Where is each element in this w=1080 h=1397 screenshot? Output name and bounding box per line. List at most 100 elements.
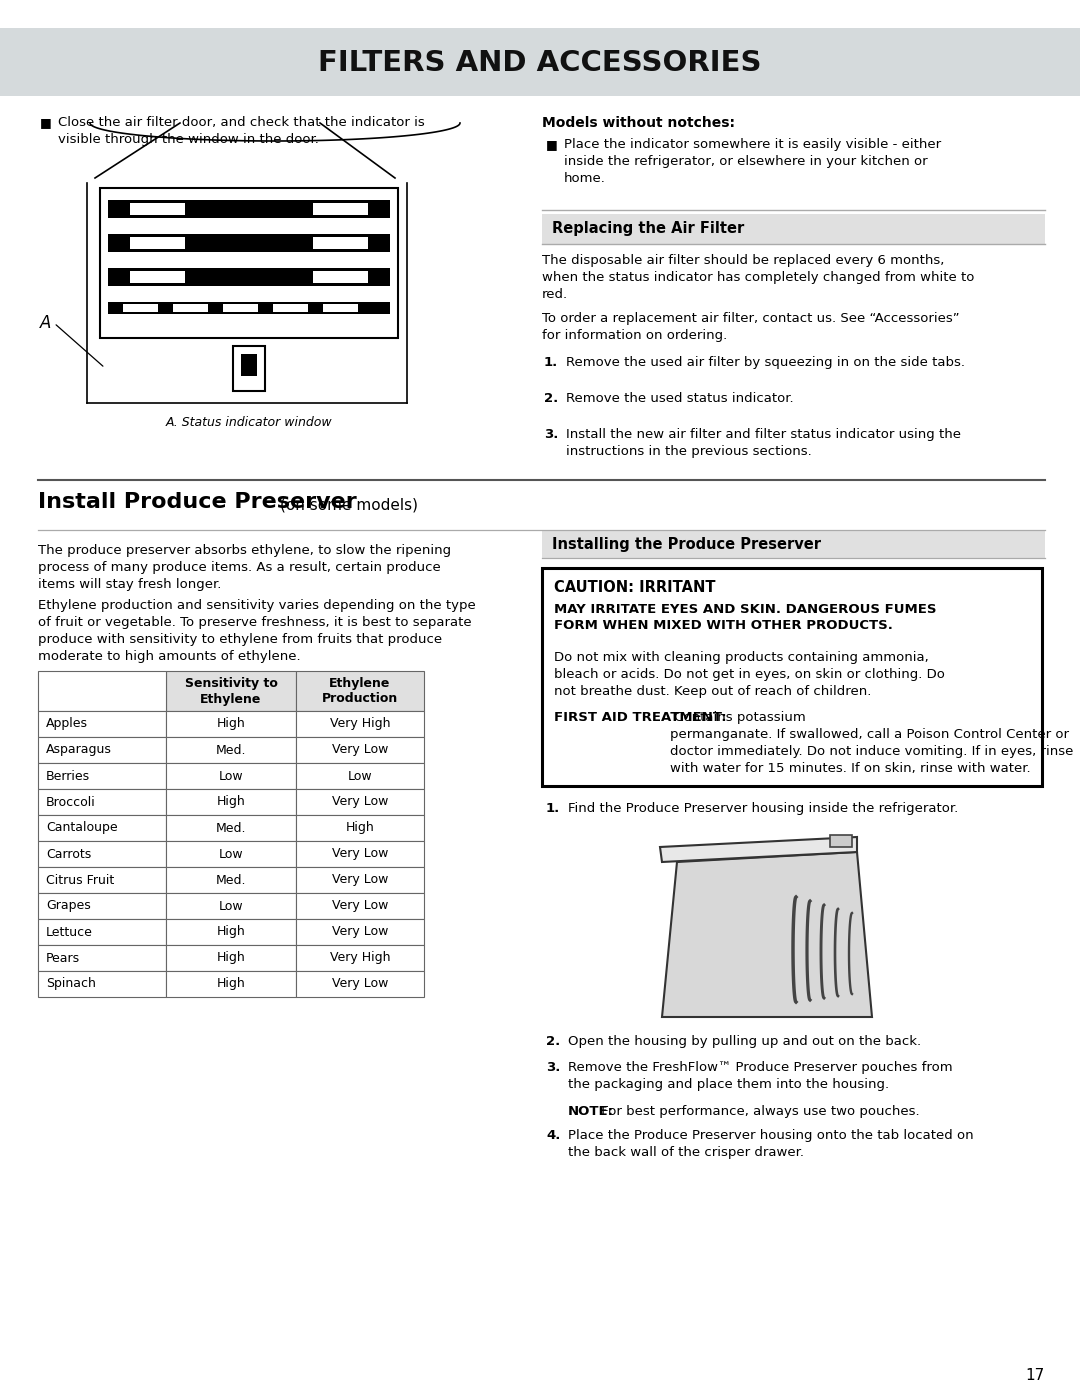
Text: Pears: Pears — [46, 951, 80, 964]
Bar — [296, 841, 424, 868]
Text: High: High — [217, 951, 245, 964]
Bar — [313, 271, 368, 284]
Text: A. Status indicator window: A. Status indicator window — [165, 416, 333, 429]
Text: Very Low: Very Low — [332, 795, 388, 809]
Bar — [38, 671, 166, 711]
Text: Close the air filter door, and check that the indicator is
visible through the w: Close the air filter door, and check tha… — [58, 116, 424, 147]
Text: 2.: 2. — [546, 1035, 561, 1048]
Text: Open the housing by pulling up and out on the back.: Open the housing by pulling up and out o… — [568, 1035, 921, 1048]
Bar — [241, 353, 257, 376]
Bar — [296, 671, 424, 711]
Text: High: High — [217, 718, 245, 731]
Text: Remove the used status indicator.: Remove the used status indicator. — [566, 393, 794, 405]
Bar — [38, 841, 166, 868]
Bar — [130, 271, 185, 284]
Bar — [166, 971, 296, 997]
Bar — [542, 214, 1045, 244]
Bar — [296, 944, 424, 971]
Bar — [273, 305, 308, 312]
Text: CAUTION: IRRITANT: CAUTION: IRRITANT — [554, 580, 715, 595]
Bar — [166, 868, 296, 893]
Bar — [123, 305, 158, 312]
Text: NOTE:: NOTE: — [568, 1105, 615, 1118]
Text: ■: ■ — [40, 116, 52, 129]
Bar — [166, 671, 296, 711]
Text: The produce preserver absorbs ethylene, to slow the ripening
process of many pro: The produce preserver absorbs ethylene, … — [38, 543, 451, 591]
Bar — [166, 919, 296, 944]
Bar — [166, 789, 296, 814]
Bar — [38, 971, 166, 997]
Text: Berries: Berries — [46, 770, 90, 782]
Bar — [296, 711, 424, 738]
Text: 3.: 3. — [546, 1060, 561, 1074]
Bar — [166, 763, 296, 789]
Bar — [296, 971, 424, 997]
Bar — [38, 944, 166, 971]
Text: Ethylene
Production: Ethylene Production — [322, 676, 399, 705]
Text: Citrus Fruit: Citrus Fruit — [46, 873, 114, 887]
Text: Very Low: Very Low — [332, 900, 388, 912]
Text: Models without notches:: Models without notches: — [542, 116, 735, 130]
Bar — [0, 28, 1080, 96]
Bar — [130, 237, 185, 249]
Bar — [108, 235, 390, 251]
Text: A: A — [40, 314, 52, 332]
Text: 1.: 1. — [546, 802, 561, 814]
Bar — [296, 868, 424, 893]
Text: Broccoli: Broccoli — [46, 795, 96, 809]
Bar — [166, 893, 296, 919]
Bar — [38, 738, 166, 763]
Text: Very Low: Very Low — [332, 925, 388, 939]
Bar — [38, 711, 166, 738]
Text: Lettuce: Lettuce — [46, 925, 93, 939]
Text: Place the indicator somewhere it is easily visible - either
inside the refrigera: Place the indicator somewhere it is easi… — [564, 138, 941, 184]
Text: FILTERS AND ACCESSORIES: FILTERS AND ACCESSORIES — [319, 49, 761, 77]
Bar — [222, 305, 258, 312]
Bar — [108, 200, 390, 218]
Bar — [542, 529, 1045, 557]
Text: Very Low: Very Low — [332, 743, 388, 757]
Text: Remove the FreshFlow™ Produce Preserver pouches from
the packaging and place the: Remove the FreshFlow™ Produce Preserver … — [568, 1060, 953, 1091]
Bar — [100, 189, 399, 338]
Text: 3.: 3. — [544, 427, 558, 441]
Text: Installing the Produce Preserver: Installing the Produce Preserver — [552, 536, 821, 552]
Text: Spinach: Spinach — [46, 978, 96, 990]
Text: Low: Low — [218, 900, 243, 912]
Text: Apples: Apples — [46, 718, 87, 731]
Bar — [166, 738, 296, 763]
Bar — [313, 203, 368, 215]
Bar — [166, 711, 296, 738]
Bar — [296, 789, 424, 814]
Bar — [38, 893, 166, 919]
Text: Asparagus: Asparagus — [46, 743, 112, 757]
Bar — [296, 738, 424, 763]
Bar — [233, 346, 265, 391]
Text: Do not mix with cleaning products containing ammonia,
bleach or acids. Do not ge: Do not mix with cleaning products contai… — [554, 651, 945, 698]
Text: To order a replacement air filter, contact us. See “Accessories”
for information: To order a replacement air filter, conta… — [542, 312, 960, 342]
Text: Med.: Med. — [216, 743, 246, 757]
Text: Contains potassium
permanganate. If swallowed, call a Poison Control Center or
d: Contains potassium permanganate. If swal… — [670, 711, 1074, 775]
Text: (on some models): (on some models) — [280, 497, 418, 511]
Text: Grapes: Grapes — [46, 900, 91, 912]
Text: The disposable air filter should be replaced every 6 months,
when the status ind: The disposable air filter should be repl… — [542, 254, 974, 300]
Bar — [166, 841, 296, 868]
Bar — [130, 203, 185, 215]
Text: Place the Produce Preserver housing onto the tab located on
the back wall of the: Place the Produce Preserver housing onto… — [568, 1129, 974, 1160]
Bar — [108, 268, 390, 286]
Bar — [542, 569, 1042, 787]
Text: Install the new air filter and filter status indicator using the
instructions in: Install the new air filter and filter st… — [566, 427, 961, 458]
Polygon shape — [660, 837, 858, 862]
Bar — [831, 835, 852, 847]
Text: Very Low: Very Low — [332, 978, 388, 990]
Text: FIRST AID TREATMENT:: FIRST AID TREATMENT: — [554, 711, 727, 724]
Text: High: High — [217, 978, 245, 990]
Bar — [38, 814, 166, 841]
Text: Install Produce Preserver: Install Produce Preserver — [38, 492, 356, 511]
Text: Med.: Med. — [216, 873, 246, 887]
Bar — [323, 305, 357, 312]
Text: Very High: Very High — [329, 718, 390, 731]
Text: Sensitivity to
Ethylene: Sensitivity to Ethylene — [185, 676, 278, 705]
Bar — [38, 789, 166, 814]
Bar — [166, 814, 296, 841]
Text: 17: 17 — [1026, 1368, 1045, 1383]
